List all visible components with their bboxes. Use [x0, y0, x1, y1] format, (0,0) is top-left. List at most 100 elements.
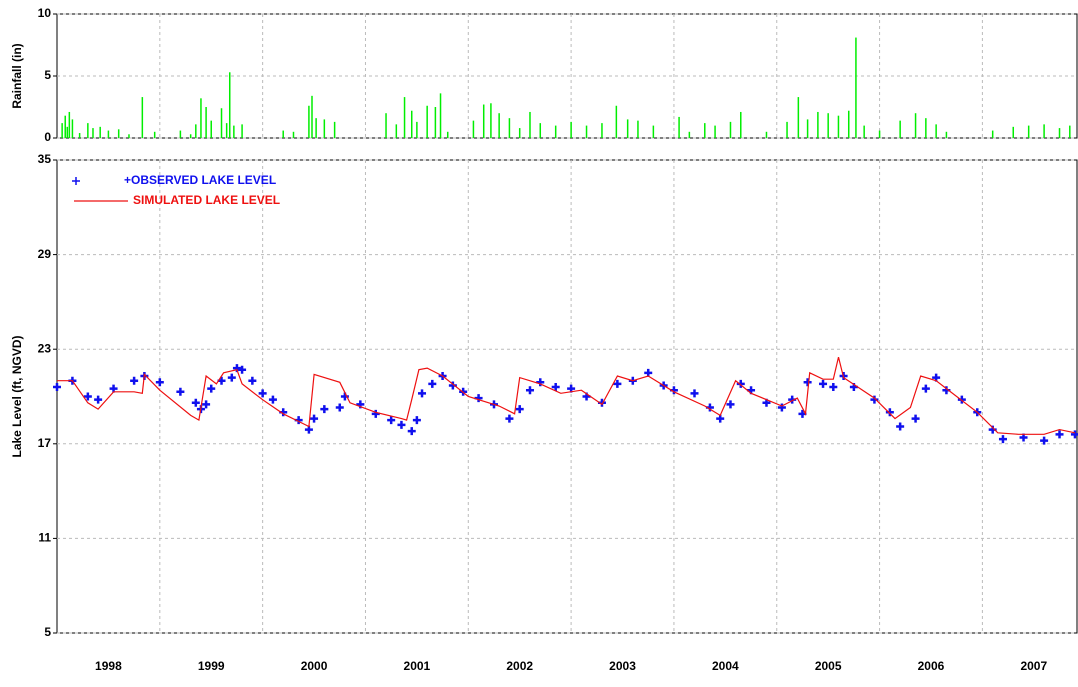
bar [71, 119, 74, 138]
bar [426, 105, 428, 138]
observed-point [248, 376, 257, 385]
observed-point [418, 389, 427, 398]
bar [601, 123, 603, 138]
bar [153, 131, 156, 138]
bar [403, 97, 406, 138]
y-tick-label: 5 [44, 68, 51, 82]
observed-point [551, 383, 560, 392]
bar [128, 134, 130, 138]
y-tick-label: 35 [38, 152, 52, 166]
bar [704, 123, 706, 138]
observed-point [130, 376, 139, 385]
bar [508, 118, 511, 138]
bar [626, 119, 629, 138]
observed-point [176, 387, 185, 396]
bar [729, 121, 732, 138]
observed-point [777, 403, 786, 412]
bar [678, 116, 680, 138]
bar [233, 125, 235, 138]
bar [991, 130, 994, 138]
x-tick-label: 1998 [95, 659, 122, 673]
observed-point [202, 400, 211, 409]
bar [308, 105, 310, 138]
observed-point [310, 414, 319, 423]
bar [434, 107, 437, 138]
bar [315, 118, 317, 138]
y-tick-label: 29 [38, 247, 52, 261]
x-tick-label: 2000 [301, 659, 328, 673]
bar [688, 131, 691, 138]
bar [482, 104, 485, 138]
observed-point [155, 378, 164, 387]
legend-label: +OBSERVED LAKE LEVEL [124, 173, 276, 187]
observed-point [407, 427, 416, 436]
bar [220, 108, 223, 138]
observed-point [448, 381, 457, 390]
bar [117, 129, 120, 138]
observed-point [258, 389, 267, 398]
bar [292, 131, 295, 138]
bar [1027, 125, 1030, 138]
bar [935, 124, 937, 138]
bar [914, 113, 917, 138]
observed-point [387, 416, 396, 425]
bar [652, 125, 655, 138]
observed-point [613, 379, 622, 388]
x-tick-label: 2003 [609, 659, 636, 673]
bar [837, 115, 840, 138]
bar [333, 121, 336, 138]
plot-area [56, 159, 1078, 634]
bar [439, 93, 442, 138]
observed-point [397, 420, 406, 429]
observed-point [829, 383, 838, 392]
x-tick-label: 2005 [815, 659, 842, 673]
bar [714, 125, 716, 138]
bar [99, 126, 101, 138]
bar [78, 133, 81, 138]
observed-point [1040, 436, 1049, 445]
x-tick-label: 2006 [918, 659, 945, 673]
observed-point [505, 414, 514, 423]
x-tick-label: 2007 [1020, 659, 1047, 673]
bar [200, 98, 202, 138]
bar [92, 128, 94, 138]
observed-point [515, 405, 524, 414]
x-tick-label: 1999 [198, 659, 225, 673]
bar [765, 131, 768, 138]
simulated-line [57, 356, 1076, 435]
bar [1012, 126, 1014, 138]
observed-point [690, 389, 699, 398]
observed-point [998, 435, 1007, 444]
observed-point [238, 365, 247, 374]
bar [64, 115, 66, 138]
y-tick-label: 10 [38, 6, 52, 20]
bar [416, 121, 418, 138]
bar [61, 123, 63, 138]
observed-point [94, 395, 103, 404]
bar [585, 125, 588, 138]
observed-point [83, 392, 92, 401]
bar [228, 72, 231, 138]
bar [817, 111, 819, 138]
legend-label: SIMULATED LAKE LEVEL [133, 193, 280, 207]
bar [311, 95, 313, 138]
bar [878, 130, 881, 138]
bar [446, 131, 449, 138]
x-tick-label: 2001 [404, 659, 431, 673]
y-tick-label: 23 [38, 341, 52, 355]
bar [410, 110, 413, 138]
bar [637, 120, 639, 138]
observed-point [896, 422, 905, 431]
bar [615, 105, 618, 138]
bar [490, 103, 492, 138]
bar [498, 113, 500, 138]
bar [210, 120, 212, 138]
observed-point [428, 379, 437, 388]
bar [806, 119, 809, 138]
bar [179, 130, 182, 138]
bar [1069, 125, 1071, 138]
observed-point [53, 383, 61, 392]
bar [925, 118, 927, 138]
observed-point [207, 384, 216, 393]
